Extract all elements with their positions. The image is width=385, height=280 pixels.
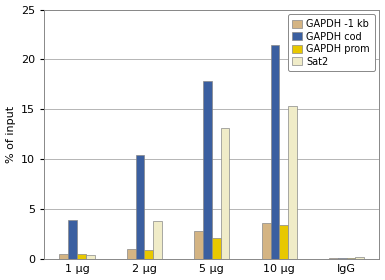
Legend: GAPDH -1 kb, GAPDH cod, GAPDH prom, Sat2: GAPDH -1 kb, GAPDH cod, GAPDH prom, Sat2 — [288, 14, 375, 71]
Bar — [153, 221, 162, 259]
Bar — [136, 155, 144, 259]
Bar — [288, 106, 297, 259]
Bar — [203, 81, 212, 259]
Bar — [60, 254, 68, 259]
Bar — [355, 257, 364, 259]
Bar — [338, 258, 346, 259]
Bar — [271, 45, 279, 259]
Bar — [144, 250, 153, 259]
Bar — [346, 258, 355, 259]
Y-axis label: % of input: % of input — [5, 106, 15, 163]
Bar — [86, 255, 95, 259]
Bar — [221, 128, 229, 259]
Bar — [77, 254, 86, 259]
Bar — [212, 238, 221, 259]
Bar — [329, 258, 338, 259]
Bar — [279, 225, 288, 259]
Bar — [194, 231, 203, 259]
Bar — [127, 249, 136, 259]
Bar — [262, 223, 271, 259]
Bar — [68, 220, 77, 259]
